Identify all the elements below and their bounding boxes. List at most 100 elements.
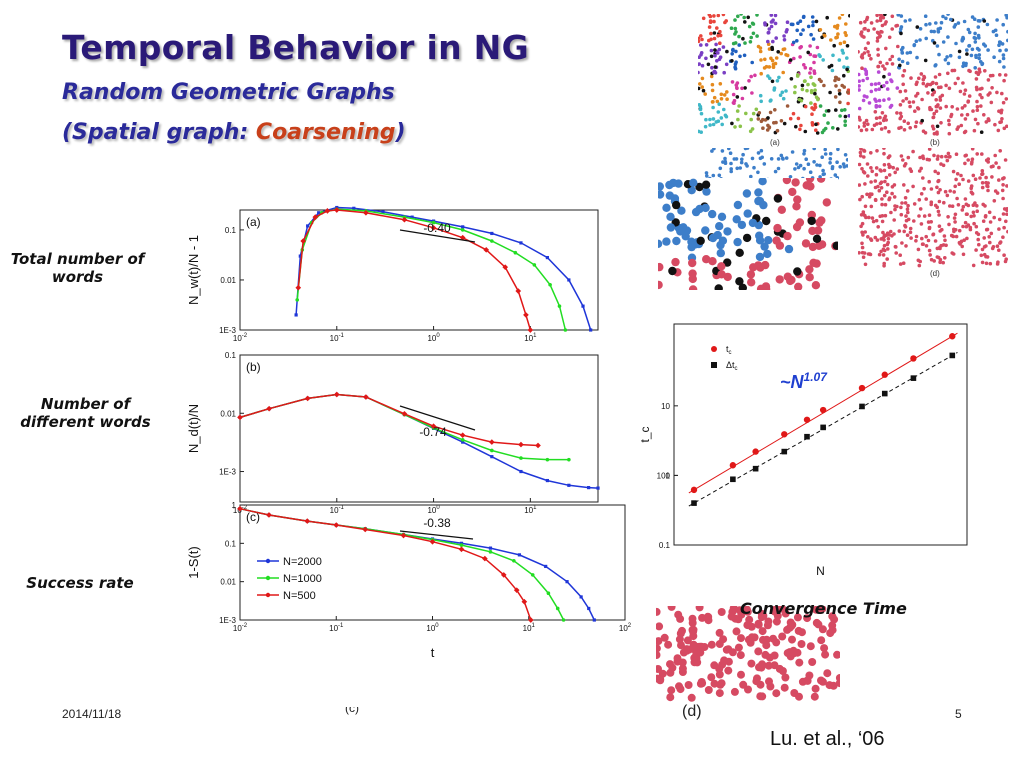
graph-node <box>841 162 846 166</box>
graph-node <box>862 155 866 159</box>
graph-node <box>813 102 817 107</box>
page-number: 5 <box>955 707 962 721</box>
graph-node <box>858 162 862 167</box>
graph-node <box>789 22 794 27</box>
graph-node <box>781 70 785 75</box>
graph-node <box>738 54 742 59</box>
graph-node <box>784 30 789 34</box>
data-point <box>565 580 569 584</box>
graph-node <box>995 244 1000 248</box>
graph-node <box>921 156 926 161</box>
graph-node <box>966 27 971 32</box>
graph-node <box>943 58 948 62</box>
graph-node <box>845 164 848 168</box>
graph-node <box>1004 219 1008 224</box>
data-point <box>803 416 811 423</box>
graph-node <box>992 55 996 59</box>
graph-node <box>890 27 894 31</box>
citation: Lu. et al., ‘06 <box>770 728 885 750</box>
graph-node <box>700 63 705 68</box>
x-tick-label: 10-1 <box>330 505 345 515</box>
graph-node <box>929 29 934 34</box>
graph-node <box>770 607 779 616</box>
graph-node <box>941 40 946 44</box>
graph-node <box>773 169 778 174</box>
graph-node <box>678 658 687 667</box>
graph-node <box>994 161 998 165</box>
graph-node <box>735 248 744 257</box>
graph-node <box>783 231 792 241</box>
graph-node <box>672 200 681 210</box>
graph-node <box>759 200 768 210</box>
graph-node <box>712 95 717 100</box>
data-point <box>691 500 697 506</box>
series-line-blue <box>239 393 599 489</box>
graph-node <box>817 676 825 685</box>
graph-node <box>777 205 786 214</box>
panel-label: (c) <box>246 510 260 524</box>
graph-node <box>799 32 803 36</box>
graph-node <box>905 233 910 237</box>
graph-node <box>888 229 893 234</box>
graph-node <box>822 198 831 207</box>
graph-node <box>980 260 985 265</box>
graph-node <box>700 85 704 89</box>
graph-node <box>711 117 716 121</box>
graph-node <box>895 86 900 90</box>
graph-node <box>885 190 889 194</box>
graph-node <box>913 109 917 113</box>
data-point <box>519 469 523 474</box>
graph-node <box>754 647 763 656</box>
graph-node <box>948 189 952 193</box>
graph-node <box>782 121 787 126</box>
graph-node <box>774 36 778 40</box>
graph-node <box>860 194 864 199</box>
graph-node <box>864 72 869 76</box>
graph-node <box>980 181 985 185</box>
graph-node <box>1006 38 1008 43</box>
graph-node <box>973 40 978 44</box>
graph-node <box>806 50 810 55</box>
graph-node <box>953 220 957 224</box>
graph-node <box>731 92 736 97</box>
data-point <box>312 214 319 220</box>
graph-node <box>814 122 818 127</box>
graph-node <box>947 155 951 159</box>
graph-node <box>861 255 866 259</box>
graph-node <box>882 264 886 268</box>
graph-node <box>862 27 866 31</box>
graph-node <box>915 55 919 60</box>
graph-node <box>885 61 889 66</box>
graph-node <box>986 93 990 97</box>
graph-node <box>921 129 926 133</box>
graph-node <box>690 658 699 667</box>
graph-node <box>667 606 676 611</box>
graph-node <box>902 229 906 234</box>
graph-node <box>883 14 887 17</box>
graph-node <box>658 280 663 290</box>
graph-node <box>936 178 941 183</box>
graph-node <box>924 22 928 27</box>
graph-node <box>1003 158 1008 162</box>
graph-node <box>996 260 1000 264</box>
graph-node <box>950 204 955 208</box>
graph-node <box>870 216 875 220</box>
graph-node <box>758 178 767 186</box>
graph-node <box>838 41 843 46</box>
graph-node <box>818 163 822 168</box>
y-tick-label: 1 <box>666 471 671 480</box>
graph-node <box>960 208 965 212</box>
graph-node <box>978 176 982 180</box>
graph-node <box>966 203 971 208</box>
graph-node <box>906 155 911 160</box>
graph-node <box>897 229 902 233</box>
graph-node <box>757 111 762 115</box>
graph-node <box>773 21 778 26</box>
x-tick-label: 10-2 <box>233 333 248 343</box>
graph-node <box>998 149 1002 153</box>
graph-node <box>822 83 826 88</box>
graph-node <box>656 607 661 616</box>
graph-node <box>928 105 932 110</box>
graph-node <box>944 83 948 88</box>
graph-node <box>766 682 775 691</box>
